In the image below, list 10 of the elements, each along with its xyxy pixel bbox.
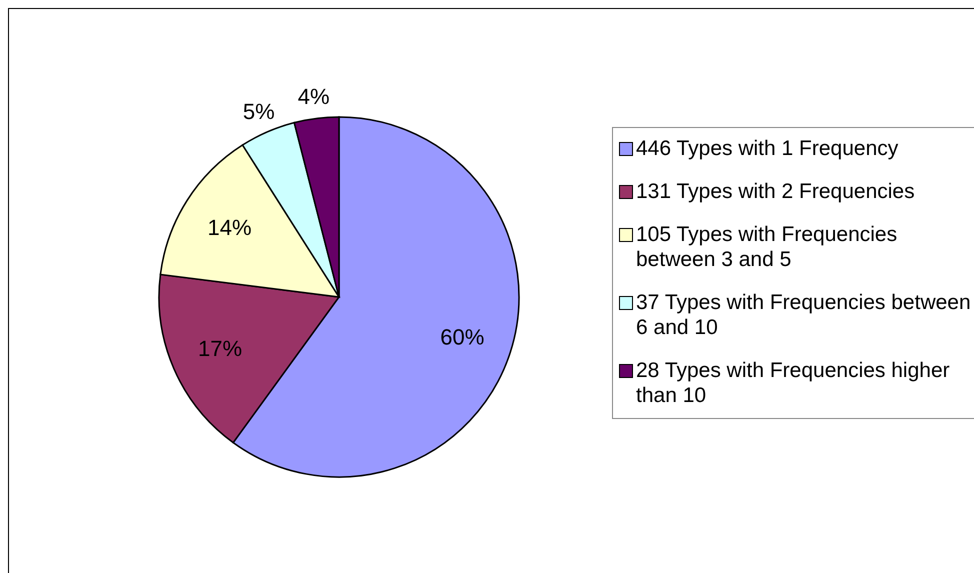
data-label: 4% [298, 84, 330, 110]
legend-label: 105 Types with Frequencies between 3 and 5 [636, 222, 898, 272]
data-label: 5% [242, 99, 275, 124]
legend-label: 37 Types with Frequencies between 6 and 10 [636, 290, 971, 340]
legend-label: 131 Types with 2 Frequencies [636, 179, 915, 204]
data-label: 60% [440, 324, 484, 350]
legend-label: 446 Types with 1 Frequency [636, 136, 898, 161]
data-label: 14% [208, 215, 252, 240]
data-label: 17% [198, 336, 242, 361]
legend-label: 28 Types with Frequencies higher than 10 [636, 358, 951, 408]
